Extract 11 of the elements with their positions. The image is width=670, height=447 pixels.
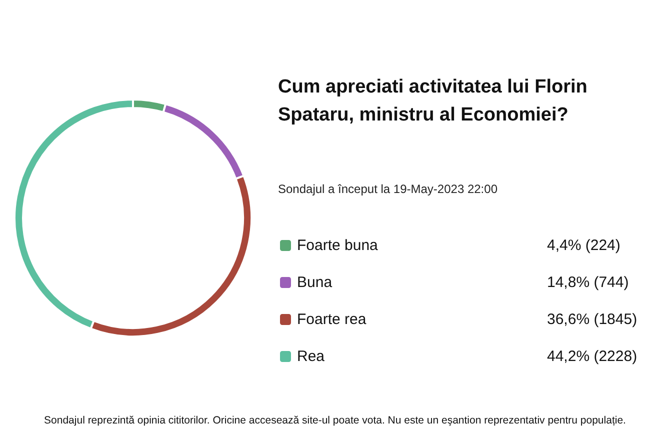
legend-label: Foarte rea — [297, 311, 367, 328]
chart-title: Cum apreciati activitatea lui Florin Spataru, ministru al Economiei? — [278, 76, 588, 126]
data-label: 4,4% (224) — [547, 237, 620, 254]
text: Sondajul reprezintă opinia cititorilor. Oricine accesează site-ul poate vota. Nu este un eşantion reprezentativ pentru populație. — [44, 414, 626, 426]
data-label: 44,2% (2228) — [547, 348, 638, 365]
text: Sondajul a început la 19-May-2023 22:00 — [278, 182, 498, 196]
data-label: 36,6% (1845) — [547, 311, 638, 328]
legend-label: Foarte buna — [297, 237, 379, 254]
legend-label: Buna — [297, 274, 333, 291]
data-label: 14,8% (744) — [547, 274, 629, 291]
legend-label: Rea — [297, 348, 326, 365]
